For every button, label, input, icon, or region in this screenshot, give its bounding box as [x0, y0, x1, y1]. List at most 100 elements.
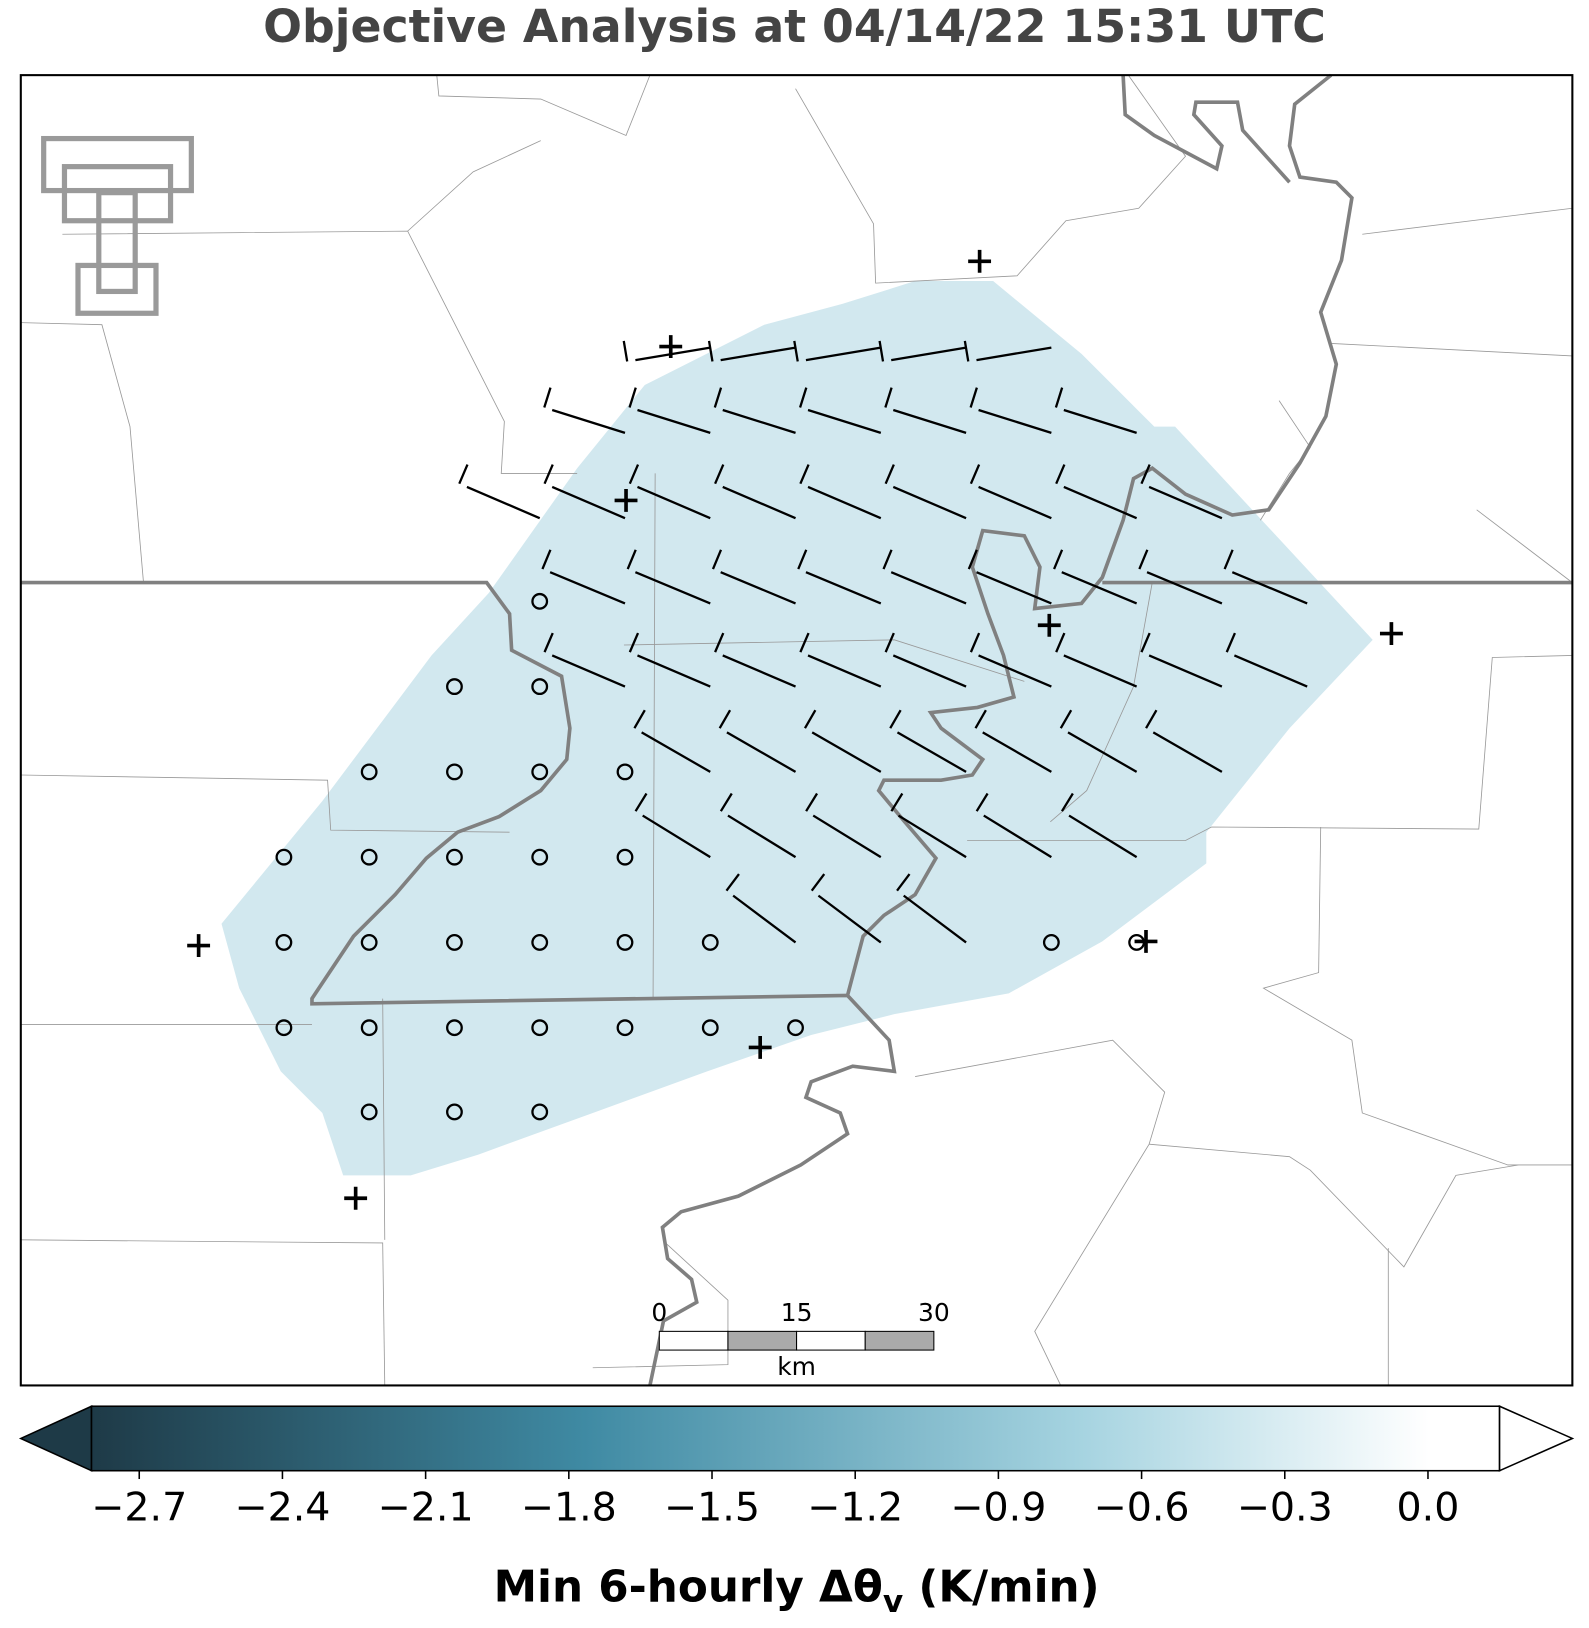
wind-barb — [798, 387, 882, 434]
wind-barb — [458, 464, 541, 520]
wind-barb — [1059, 709, 1138, 773]
scale-label: 15 — [781, 1298, 813, 1327]
wind-barb — [878, 340, 967, 362]
colorbar-tick-label: 0.0 — [1397, 1485, 1460, 1531]
station-marker — [344, 1186, 368, 1210]
wind-barb — [963, 340, 1052, 362]
wind-barb — [1055, 632, 1138, 688]
wind-barb — [628, 632, 711, 688]
wind-barb — [884, 464, 967, 520]
wind-barb — [628, 464, 711, 520]
wind-barb — [543, 387, 626, 434]
wind-barb — [969, 387, 1052, 434]
calm-station — [275, 1019, 293, 1037]
calm-station — [360, 934, 378, 951]
colorbar-tick-label: −0.9 — [950, 1485, 1046, 1531]
colorbar-label: Min 6-hourly Δθv (K/min) — [494, 1562, 1100, 1620]
calm-station — [616, 763, 634, 781]
wind-barb — [884, 632, 967, 688]
wind-barb — [799, 632, 882, 688]
wind-barb — [718, 709, 797, 773]
station-marker — [1134, 929, 1158, 953]
wind-barb — [626, 549, 711, 605]
wind-barb — [890, 792, 967, 859]
calm-station — [446, 1019, 463, 1037]
wind-barb — [622, 340, 711, 362]
scale-label: 0 — [651, 1298, 667, 1327]
wind-barb — [633, 709, 711, 773]
calm-station — [446, 678, 463, 696]
wind-barb — [1055, 464, 1138, 520]
wind-barb — [714, 632, 796, 688]
wind-barb — [975, 792, 1052, 859]
calm-station — [531, 763, 549, 781]
calm-station — [275, 934, 293, 951]
wind-barb — [711, 549, 796, 605]
wind-barb — [889, 709, 967, 773]
label-part: (K/min) — [903, 1562, 1099, 1613]
wind-barb — [974, 709, 1052, 773]
wind-barb — [1225, 632, 1308, 688]
scale-bar: 0 15 30 km — [651, 1298, 949, 1381]
calm-station — [1042, 934, 1060, 951]
calm-station — [701, 934, 719, 951]
wind-barb — [725, 873, 797, 944]
calm-station — [701, 1019, 719, 1037]
station-marker — [1037, 613, 1061, 637]
wind-barb — [1054, 387, 1137, 434]
colorbar: −2.7 −2.4 −2.1 −1.8 −1.5 −1.2 −0.9 −0.6 −0.3 0.0 — [18, 1405, 1575, 1531]
logo — [41, 135, 194, 316]
colorbar-tick-label: −0.3 — [1237, 1485, 1333, 1531]
wind-barb — [882, 549, 967, 605]
calm-station — [531, 934, 549, 951]
wind-barb — [969, 632, 1052, 688]
station-marker — [659, 335, 683, 358]
wind-barb — [805, 792, 882, 859]
wind-barb — [1140, 464, 1223, 520]
calm-station — [275, 848, 293, 866]
wind-barb — [1145, 709, 1223, 773]
wind-barb — [1138, 549, 1223, 605]
calm-station — [531, 592, 549, 610]
wind-barb — [1140, 632, 1223, 688]
wind-barb — [793, 340, 882, 362]
calm-station — [360, 763, 378, 781]
colorbar-tick-label: −0.6 — [1094, 1485, 1190, 1531]
station-marker — [968, 249, 992, 273]
title: Objective Analysis at 04/14/22 15:31 UTC — [263, 0, 1326, 53]
scale-unit: km — [777, 1352, 816, 1381]
colorbar-tick-label: −1.2 — [807, 1485, 903, 1531]
colorbar-tick-label: −2.7 — [91, 1485, 187, 1531]
wind-barb — [1060, 792, 1138, 859]
wind-barb — [714, 464, 796, 520]
station-marker — [1379, 622, 1403, 646]
label-part: Min 6-hourly Δθ — [494, 1562, 883, 1613]
wind-barb — [1053, 549, 1138, 605]
wind-barb — [810, 873, 882, 944]
wind-barb — [628, 387, 711, 434]
observations — [187, 249, 1403, 1210]
wind-barb — [541, 549, 626, 605]
wind-barb — [969, 464, 1052, 520]
calm-station — [360, 1103, 378, 1121]
colorbar-tick-label: −1.5 — [664, 1485, 760, 1531]
wind-barb — [543, 464, 626, 520]
calm-station — [531, 848, 549, 866]
calm-station — [446, 848, 463, 866]
wind-barb — [1223, 549, 1308, 605]
wind-barb — [634, 792, 711, 859]
calm-station — [787, 1019, 804, 1037]
calm-station — [360, 1019, 378, 1037]
calm-station — [360, 848, 378, 866]
wind-barb — [896, 873, 967, 944]
label-subscript: v — [883, 1584, 903, 1620]
wind-barb — [803, 709, 882, 773]
calm-station — [446, 763, 463, 781]
wind-barb — [707, 340, 796, 362]
colorbar-tick-label: −2.1 — [378, 1485, 474, 1531]
state-borders — [20, 73, 1573, 1386]
wind-barb — [799, 464, 882, 520]
wind-barb — [797, 549, 882, 605]
calm-station — [616, 934, 634, 951]
